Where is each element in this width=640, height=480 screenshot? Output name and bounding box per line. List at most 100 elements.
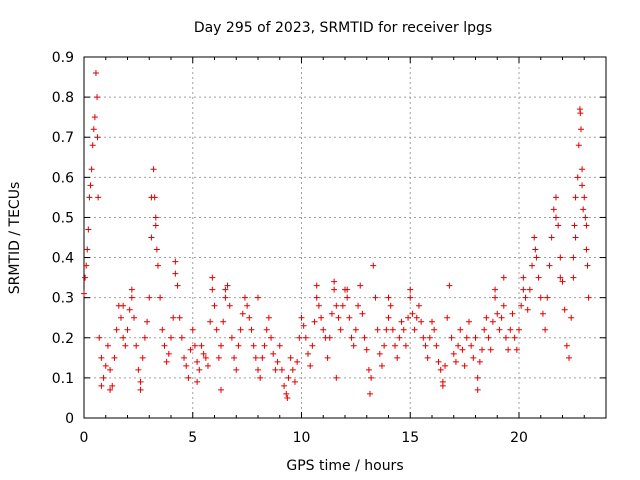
data-point bbox=[533, 254, 540, 261]
plot-frame bbox=[83, 56, 607, 419]
data-point bbox=[131, 314, 138, 321]
data-point bbox=[270, 350, 277, 357]
data-point bbox=[231, 354, 238, 361]
data-point bbox=[222, 294, 229, 301]
data-point bbox=[176, 314, 183, 321]
data-point bbox=[226, 302, 233, 309]
data-point bbox=[255, 366, 261, 373]
data-point bbox=[433, 342, 440, 349]
data-point bbox=[496, 326, 503, 333]
data-point bbox=[211, 302, 218, 309]
data-point bbox=[418, 318, 425, 325]
data-point bbox=[339, 302, 346, 309]
data-points bbox=[81, 70, 592, 401]
data-point bbox=[559, 278, 566, 285]
data-point bbox=[474, 386, 481, 393]
data-point bbox=[465, 318, 472, 325]
data-point bbox=[172, 258, 179, 265]
data-point bbox=[413, 314, 420, 321]
data-point bbox=[146, 294, 153, 301]
data-point bbox=[202, 354, 209, 361]
data-point bbox=[124, 326, 131, 333]
data-point bbox=[213, 326, 220, 333]
data-point bbox=[333, 374, 340, 381]
data-point bbox=[94, 134, 101, 141]
data-point bbox=[429, 318, 435, 325]
data-point bbox=[450, 350, 457, 357]
y-tick-label: 0.2 bbox=[52, 331, 74, 347]
data-point bbox=[376, 350, 383, 357]
data-point bbox=[95, 194, 102, 201]
data-point bbox=[346, 314, 353, 321]
data-point bbox=[172, 270, 179, 277]
y-tick-label: 0.7 bbox=[52, 130, 74, 146]
data-point bbox=[363, 346, 370, 353]
data-point bbox=[357, 282, 364, 289]
y-tick-label: 0.4 bbox=[52, 251, 74, 267]
data-point bbox=[350, 342, 357, 349]
data-point bbox=[117, 314, 124, 321]
data-point bbox=[307, 362, 314, 369]
data-point bbox=[387, 302, 394, 309]
data-point bbox=[531, 234, 538, 241]
data-point bbox=[575, 142, 582, 149]
chart-title: Day 295 of 2023, SRMTID for receiver lpg… bbox=[194, 20, 492, 36]
data-point bbox=[139, 354, 146, 361]
data-point bbox=[200, 350, 207, 357]
data-point bbox=[92, 70, 99, 77]
data-point bbox=[324, 354, 331, 361]
data-point bbox=[148, 194, 155, 201]
data-point bbox=[520, 286, 527, 293]
data-point bbox=[128, 286, 135, 293]
data-point bbox=[194, 378, 201, 385]
data-point bbox=[481, 326, 488, 333]
data-point bbox=[492, 294, 499, 301]
data-point bbox=[385, 314, 392, 321]
data-point bbox=[337, 326, 344, 333]
data-point bbox=[278, 366, 285, 373]
data-point bbox=[283, 390, 290, 397]
data-point bbox=[577, 126, 584, 133]
data-point bbox=[361, 334, 368, 341]
data-point bbox=[479, 346, 486, 353]
data-point bbox=[580, 206, 587, 213]
data-point bbox=[355, 302, 362, 309]
data-point bbox=[90, 126, 97, 133]
data-point bbox=[344, 294, 351, 301]
data-point bbox=[557, 254, 564, 261]
data-point bbox=[561, 306, 568, 313]
data-point bbox=[298, 314, 305, 321]
data-point bbox=[170, 314, 177, 321]
data-point bbox=[88, 166, 95, 173]
x-axis-label: GPS time / hours bbox=[286, 458, 403, 474]
data-point bbox=[274, 358, 281, 365]
data-point bbox=[204, 362, 211, 369]
data-point bbox=[435, 358, 442, 365]
data-point bbox=[318, 314, 325, 321]
y-axis-label: SRMTID / TECUs bbox=[7, 182, 23, 295]
y-tick-label: 0.9 bbox=[52, 50, 74, 66]
data-point bbox=[422, 342, 429, 349]
data-point bbox=[228, 334, 235, 341]
data-point bbox=[87, 182, 94, 189]
data-point bbox=[152, 214, 159, 221]
data-point bbox=[209, 274, 216, 281]
data-point bbox=[400, 326, 407, 333]
y-tick-label: 0.6 bbox=[52, 170, 74, 186]
data-point bbox=[135, 366, 142, 373]
data-point bbox=[579, 166, 586, 173]
data-point bbox=[535, 274, 542, 281]
data-point bbox=[178, 334, 185, 341]
data-point bbox=[187, 346, 194, 353]
data-point bbox=[552, 194, 559, 201]
data-point bbox=[402, 342, 409, 349]
data-point bbox=[448, 334, 455, 341]
data-point bbox=[444, 314, 451, 321]
data-point bbox=[468, 342, 475, 349]
x-tick-label: 15 bbox=[401, 430, 419, 446]
data-point bbox=[122, 342, 129, 349]
data-point bbox=[502, 334, 509, 341]
data-point bbox=[439, 382, 446, 389]
data-point bbox=[335, 314, 342, 321]
